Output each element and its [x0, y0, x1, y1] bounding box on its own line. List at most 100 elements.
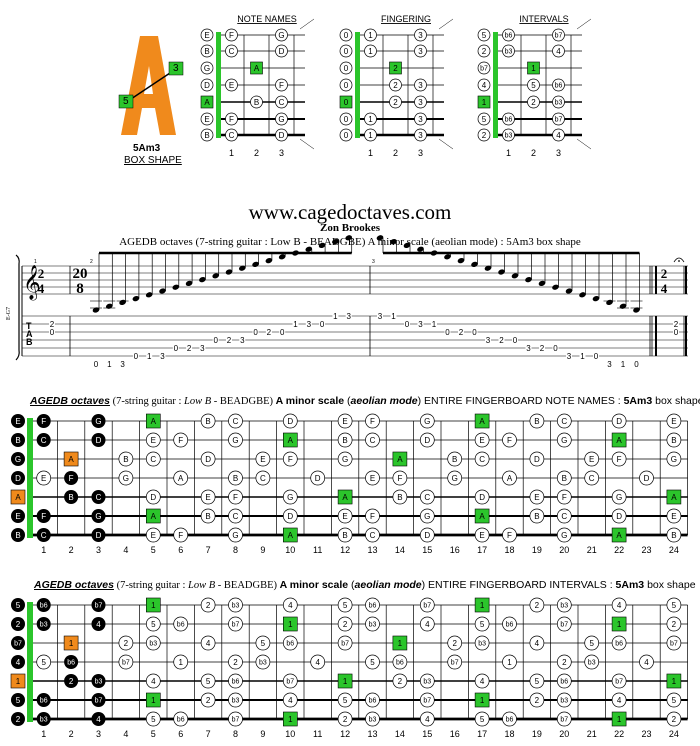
tab-number: 1	[391, 312, 396, 321]
svg-text:4: 4	[206, 639, 211, 648]
fret-number: 18	[504, 729, 514, 739]
svg-text:C: C	[479, 455, 485, 464]
note-marker: G	[282, 489, 298, 505]
note-marker: E	[11, 509, 25, 523]
svg-text:2: 2	[672, 620, 677, 629]
fret-number: 14	[395, 729, 405, 739]
note-marker: b6	[502, 616, 517, 632]
svg-text:4: 4	[425, 715, 430, 724]
svg-text:B: B	[534, 512, 539, 521]
svg-text:E: E	[671, 512, 676, 521]
svg-text:2: 2	[393, 64, 398, 73]
svg-text:1: 1	[16, 677, 21, 686]
tab-number: 0	[472, 328, 477, 337]
note-marker: 3	[414, 112, 427, 126]
note-marker: 4	[91, 617, 106, 631]
note-marker: 4	[200, 635, 216, 651]
tab-number: 3	[160, 352, 165, 361]
svg-text:b3: b3	[555, 100, 563, 107]
note-marker: 1	[146, 692, 161, 708]
svg-text:D: D	[279, 131, 285, 140]
clef-label: E-G7	[6, 307, 12, 320]
note-marker: E	[666, 508, 682, 524]
note-marker: b3	[36, 712, 51, 726]
note-marker: F	[611, 451, 627, 467]
fret-number: 14	[395, 545, 405, 555]
svg-text:G: G	[123, 474, 129, 483]
note-marker: b6	[173, 711, 189, 727]
svg-text:A: A	[15, 493, 21, 502]
svg-text:A: A	[178, 474, 184, 483]
tab-number: 0	[445, 328, 450, 337]
note-marker: A	[200, 95, 214, 109]
note-marker: b7	[552, 28, 565, 42]
svg-text:b6: b6	[560, 679, 568, 686]
svg-text:F: F	[370, 417, 375, 426]
svg-text:b7: b7	[286, 679, 294, 686]
note-marker: G	[337, 451, 353, 467]
note-marker: A	[611, 432, 627, 448]
note-marker: 2	[389, 78, 402, 92]
tab-number: 0	[134, 352, 139, 361]
svg-text:E: E	[370, 474, 375, 483]
svg-text:b3: b3	[40, 717, 48, 724]
svg-text:b6: b6	[396, 660, 404, 667]
svg-text:A: A	[479, 417, 485, 426]
svg-text:b7: b7	[122, 660, 130, 667]
svg-text:b6: b6	[177, 717, 185, 724]
score-note	[225, 253, 233, 275]
svg-text:5: 5	[151, 715, 156, 724]
note-marker: G	[419, 413, 435, 429]
svg-text:2: 2	[562, 658, 567, 667]
note-marker: B	[200, 413, 216, 429]
svg-text:2: 2	[343, 715, 348, 724]
note-marker: C	[275, 95, 288, 109]
note-marker: C	[556, 508, 572, 524]
author: Zon Brookes	[319, 222, 380, 234]
svg-text:2: 2	[206, 696, 211, 705]
svg-text:D: D	[96, 436, 102, 445]
note-marker: C	[255, 470, 271, 486]
note-marker: b3	[502, 128, 515, 142]
note-marker: 4	[91, 712, 106, 726]
tab-number: 3	[607, 360, 612, 369]
svg-text:E: E	[15, 512, 20, 521]
note-marker: B	[666, 527, 682, 543]
score-note	[103, 253, 116, 309]
note-marker: 5	[11, 598, 25, 612]
svg-text:G: G	[278, 115, 284, 124]
tab-number: 0	[553, 344, 558, 353]
svg-text:5: 5	[16, 696, 21, 705]
svg-text:5: 5	[261, 639, 266, 648]
tab-number: 3	[307, 320, 312, 329]
note-marker: b7	[419, 692, 435, 708]
note-marker: 1	[392, 635, 408, 651]
small-fret-number: 2	[393, 148, 398, 158]
note-marker: b7	[228, 616, 243, 632]
svg-text:E: E	[479, 531, 484, 540]
svg-text:b7: b7	[95, 698, 103, 705]
logo-marker-3: 3	[173, 63, 179, 74]
site-url[interactable]: www.cagedoctaves.com	[248, 200, 452, 224]
svg-text:A: A	[254, 64, 260, 73]
svg-text:1: 1	[368, 31, 373, 40]
svg-text:D: D	[424, 436, 430, 445]
note-marker: E	[584, 451, 600, 467]
svg-text:F: F	[397, 474, 402, 483]
svg-text:C: C	[229, 131, 235, 140]
svg-text:b7: b7	[423, 698, 431, 705]
svg-text:1: 1	[480, 601, 485, 610]
score-note	[132, 253, 140, 302]
fret-number: 3	[96, 545, 101, 555]
svg-text:b3: b3	[232, 603, 240, 610]
note-marker: 2	[200, 692, 216, 708]
svg-text:C: C	[279, 98, 285, 107]
note-marker: 1	[474, 692, 490, 708]
small-fret-number: 3	[279, 148, 284, 158]
note-marker: b7	[556, 616, 572, 632]
svg-text:A: A	[616, 436, 622, 445]
note-marker: G	[228, 527, 243, 543]
svg-text:A: A	[397, 455, 403, 464]
score-note	[565, 253, 573, 294]
note-marker: B	[556, 470, 572, 486]
